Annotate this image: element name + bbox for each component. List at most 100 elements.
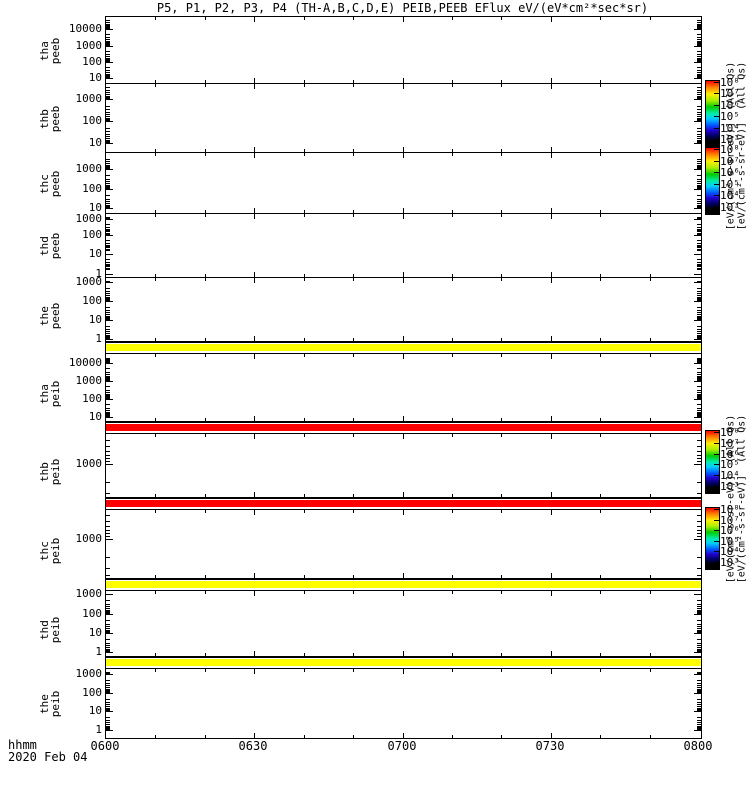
y-major-tick — [106, 301, 113, 302]
y-minor-tick — [697, 87, 701, 88]
x-minor-tick — [304, 653, 305, 656]
y-minor-tick — [106, 624, 110, 625]
y-minor-tick — [106, 316, 110, 317]
y-minor-tick — [106, 575, 110, 576]
x-major-tick — [254, 208, 255, 213]
x-minor-tick — [205, 214, 206, 217]
y-minor-tick — [697, 185, 701, 186]
ytick-label: 100 — [82, 607, 102, 620]
y-minor-tick — [697, 77, 701, 78]
y-major-tick — [106, 254, 113, 255]
x-minor-tick — [205, 153, 206, 156]
y-minor-tick — [697, 259, 701, 260]
y-minor-tick — [106, 639, 110, 640]
x-minor-tick — [205, 494, 206, 497]
y-minor-tick — [106, 515, 110, 516]
x-major-tick — [403, 208, 404, 213]
x-minor-tick — [353, 575, 354, 578]
y-minor-tick — [106, 709, 110, 710]
ytick-label: 10000 — [68, 22, 102, 35]
y-minor-tick — [697, 699, 701, 700]
y-minor-tick — [106, 728, 110, 729]
y-minor-tick — [697, 316, 701, 317]
x-minor-tick — [650, 434, 651, 437]
y-minor-tick — [106, 167, 110, 168]
ytick-label: 100 — [82, 686, 102, 699]
colorbar-tick-label: 10⁷ — [720, 437, 740, 450]
y-minor-tick — [106, 458, 110, 459]
y-minor-tick — [106, 691, 110, 692]
y-minor-tick — [106, 161, 110, 162]
y-minor-tick — [106, 451, 110, 452]
y-major-tick — [106, 539, 113, 540]
y-minor-tick — [106, 329, 110, 330]
x-minor-tick — [155, 80, 156, 83]
x-major-tick — [254, 354, 255, 359]
y-minor-tick — [106, 24, 110, 25]
x-minor-tick — [600, 735, 601, 738]
y-minor-tick — [697, 521, 701, 522]
y-major-tick — [106, 46, 113, 47]
y-minor-tick — [697, 689, 701, 690]
y-major-tick — [106, 121, 113, 122]
ytick-label: 10 — [88, 410, 102, 423]
x-minor-tick — [650, 153, 651, 156]
x-minor-tick — [501, 591, 502, 594]
y-minor-tick — [697, 710, 701, 711]
y-minor-tick — [106, 632, 110, 633]
ytick-label: 1000 — [75, 92, 103, 105]
y-minor-tick — [106, 379, 110, 380]
y-minor-tick — [106, 76, 110, 77]
y-minor-tick — [697, 632, 701, 633]
colorbar-tick-label: 10⁸ — [720, 503, 740, 516]
x-major-tick — [551, 354, 552, 359]
y-minor-tick — [106, 45, 110, 46]
y-minor-tick — [697, 34, 701, 35]
ytick-label: 1000 — [75, 275, 103, 288]
ytick-label: 1000 — [75, 532, 103, 545]
x-minor-tick — [501, 149, 502, 152]
y-minor-tick — [106, 142, 110, 143]
y-minor-tick — [697, 708, 701, 709]
colorbar-tick — [714, 530, 719, 531]
colorbar-unit-label: [eV/(cm²-s-sr-eV)] (All Qs) — [736, 61, 748, 231]
y-minor-tick — [106, 358, 110, 359]
panel-thd-peeb: thd peeb 1000 100 10 1 — [38, 213, 701, 280]
y-minor-tick — [697, 372, 701, 373]
y-major-tick — [694, 189, 701, 190]
y-minor-tick — [106, 645, 110, 646]
colorbar-tick-label: 10⁶ — [720, 99, 740, 112]
y-minor-tick — [106, 706, 110, 707]
y-minor-tick — [697, 22, 701, 23]
plot-area: tha peeb 10000 1000 100 10 thb peeb 1000 100 10 t… — [38, 16, 702, 739]
y-minor-tick — [697, 314, 701, 315]
y-minor-tick — [106, 250, 110, 251]
x-major-tick — [254, 669, 255, 674]
y-minor-tick — [106, 628, 110, 629]
x-major-tick — [403, 492, 404, 497]
x-minor-tick — [452, 354, 453, 357]
y-minor-tick — [106, 704, 110, 705]
x-minor-tick — [501, 17, 502, 20]
y-minor-tick — [697, 163, 701, 164]
y-minor-tick — [106, 386, 110, 387]
y-minor-tick — [106, 530, 110, 531]
y-minor-tick — [697, 691, 701, 692]
y-minor-tick — [106, 376, 110, 377]
y-minor-tick — [697, 685, 701, 686]
y-minor-tick — [106, 692, 110, 693]
x-minor-tick — [600, 149, 601, 152]
y-major-tick — [694, 381, 701, 382]
y-minor-tick — [697, 98, 701, 99]
y-major-tick — [694, 730, 701, 731]
x-minor-tick — [600, 80, 601, 83]
colorbar-tick-label: 10⁵ — [720, 458, 740, 471]
x-minor-tick — [501, 735, 502, 738]
x-minor-tick — [501, 214, 502, 217]
y-minor-tick — [697, 76, 701, 77]
y-minor-tick — [106, 62, 110, 63]
y-minor-tick — [106, 299, 110, 300]
x-major-tick — [551, 651, 552, 656]
y-major-tick — [694, 29, 701, 30]
x-major-tick — [254, 434, 255, 439]
